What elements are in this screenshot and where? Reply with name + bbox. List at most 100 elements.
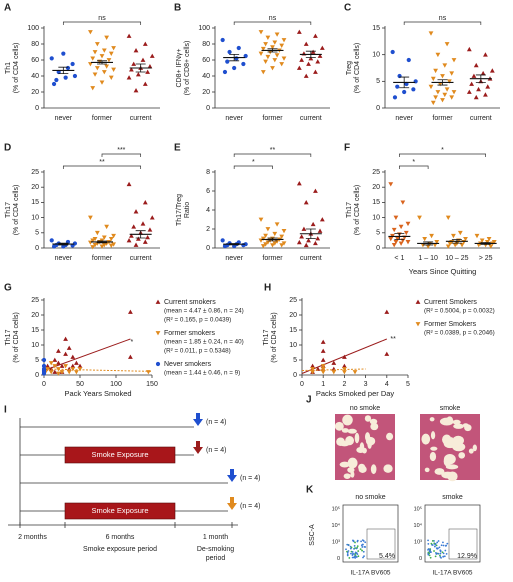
legend-stats: (R² = 0.011, p = 0.5348) bbox=[164, 348, 231, 355]
y-axis-label: Th1 bbox=[5, 62, 12, 74]
data-point bbox=[149, 215, 155, 220]
data-point bbox=[310, 363, 315, 368]
data-point bbox=[306, 238, 311, 243]
significance-label: *** bbox=[117, 147, 125, 154]
alveolus bbox=[347, 457, 358, 469]
data-point bbox=[140, 57, 146, 62]
data-point bbox=[393, 215, 399, 220]
sem-bar bbox=[399, 76, 410, 89]
trend-line bbox=[43, 368, 153, 372]
panel-letter: H bbox=[264, 283, 271, 294]
data-point bbox=[131, 61, 137, 66]
event-dot bbox=[445, 544, 448, 547]
data-point bbox=[274, 32, 280, 37]
data-point bbox=[397, 73, 402, 79]
event-dot bbox=[349, 547, 352, 550]
data-point bbox=[108, 243, 114, 248]
event-dot bbox=[362, 550, 365, 553]
y-tick-label: 15 bbox=[372, 199, 380, 206]
event-dot bbox=[361, 539, 364, 541]
alveolus bbox=[354, 432, 360, 444]
data-point bbox=[133, 209, 139, 214]
data-point bbox=[61, 244, 66, 249]
event-dot bbox=[437, 540, 440, 542]
event-dot bbox=[442, 552, 445, 555]
legend-stats: (R² = 0.165, p = 0.0439) bbox=[164, 317, 231, 324]
sem-bar bbox=[305, 228, 316, 239]
data-point bbox=[308, 56, 314, 61]
event-dot bbox=[438, 546, 441, 549]
event-dot bbox=[434, 555, 437, 558]
data-point bbox=[299, 234, 305, 239]
exposure-label: Smoke Exposure bbox=[91, 450, 148, 459]
event-dot bbox=[356, 553, 359, 556]
data-point bbox=[94, 66, 100, 71]
data-point bbox=[70, 363, 76, 368]
data-point bbox=[104, 64, 110, 69]
significance-bracket bbox=[233, 21, 312, 25]
data-point bbox=[429, 233, 434, 239]
data-point bbox=[303, 242, 309, 248]
annotation: * bbox=[130, 339, 133, 346]
event-dot bbox=[439, 552, 442, 555]
y-tick-label: 2 bbox=[206, 226, 210, 233]
y-tick-label: 4 bbox=[206, 207, 210, 214]
data-point bbox=[88, 240, 93, 245]
y-tick-label: 0 bbox=[206, 105, 210, 112]
event-dot bbox=[360, 540, 362, 543]
data-point bbox=[483, 92, 488, 97]
data-point bbox=[108, 75, 114, 80]
data-point bbox=[449, 71, 455, 76]
exposure-bar bbox=[64, 502, 176, 520]
panel-letter: A bbox=[4, 3, 11, 14]
alveolus bbox=[370, 422, 379, 431]
data-point bbox=[452, 243, 458, 248]
y-tick-label: 20 bbox=[372, 184, 380, 191]
event-dot bbox=[429, 551, 432, 553]
alveolus bbox=[429, 451, 437, 462]
data-point bbox=[411, 87, 416, 92]
gate-percent: 12.9% bbox=[457, 553, 477, 560]
data-point bbox=[279, 243, 285, 248]
y-axis-label: Th17 bbox=[263, 329, 270, 345]
data-point bbox=[440, 98, 445, 103]
data-point bbox=[405, 240, 411, 245]
sem-bar bbox=[451, 239, 462, 244]
data-point bbox=[106, 58, 112, 63]
event-dot bbox=[354, 547, 357, 549]
x-tick-label: never bbox=[225, 115, 243, 122]
data-point bbox=[220, 37, 225, 43]
alveolus bbox=[367, 438, 372, 449]
event-dot bbox=[346, 543, 349, 546]
legend-stats: (R² = 0.5004, p = 0.0032) bbox=[424, 308, 495, 315]
trend-line bbox=[43, 338, 131, 371]
x-tick-label: current bbox=[300, 115, 322, 122]
alveolus bbox=[347, 428, 357, 434]
data-point bbox=[45, 367, 50, 372]
alveolus bbox=[336, 437, 345, 446]
data-point bbox=[135, 236, 141, 241]
data-point bbox=[265, 240, 271, 245]
data-point bbox=[272, 58, 278, 63]
data-point bbox=[303, 200, 309, 205]
data-point bbox=[320, 367, 326, 372]
arrow bbox=[227, 497, 237, 510]
event-dot bbox=[434, 542, 437, 545]
data-point bbox=[270, 66, 275, 71]
event-dot bbox=[436, 541, 439, 544]
data-point bbox=[449, 95, 455, 100]
data-point bbox=[352, 370, 358, 375]
x-tick-label: 5 bbox=[406, 381, 410, 388]
alveolus bbox=[339, 461, 350, 468]
x-tick-label: former bbox=[92, 255, 113, 262]
x-tick-label: never bbox=[395, 115, 413, 122]
data-point bbox=[126, 33, 132, 38]
data-point bbox=[135, 72, 141, 77]
data-point bbox=[66, 370, 72, 375]
data-point bbox=[147, 64, 153, 69]
data-point bbox=[430, 76, 436, 82]
event-dot bbox=[364, 546, 367, 548]
y-tick-label: 100 bbox=[27, 25, 39, 32]
data-point bbox=[263, 59, 268, 64]
